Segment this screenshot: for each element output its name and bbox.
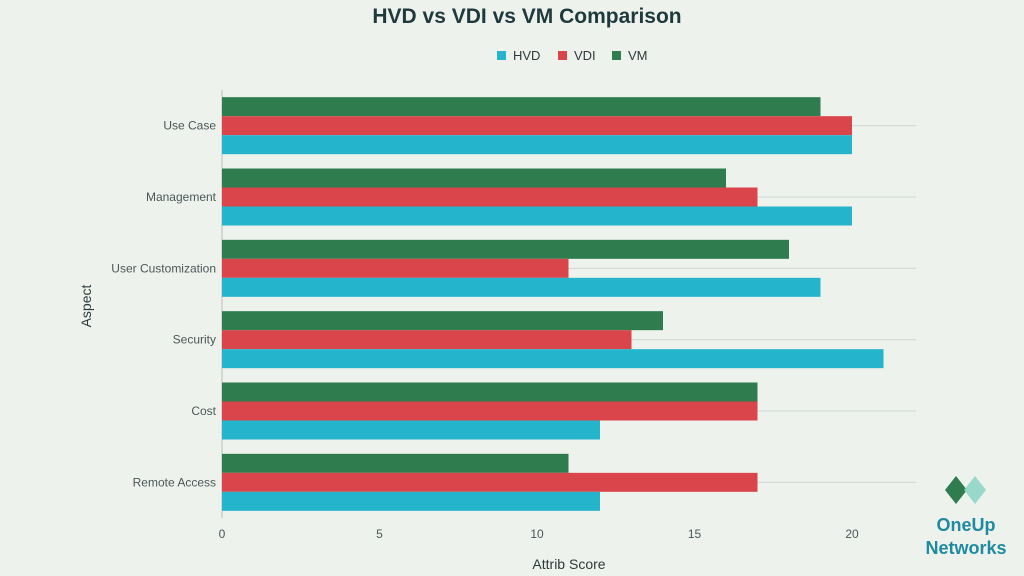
bar-vdi-remote-access [222,472,758,492]
y-tick-label: Use Case [163,119,216,133]
bar-hvd-use-case [222,135,852,155]
x-tick-label: 20 [845,527,859,541]
legend-label-vm: VM [628,48,648,63]
legend-swatch-hvd [497,51,506,60]
bar-vm-cost [222,382,758,402]
x-tick-label: 15 [688,527,702,541]
y-tick-label: Cost [191,404,216,418]
bar-vm-security [222,311,663,331]
bars [222,97,884,511]
bar-vdi-security [222,330,632,350]
chart-title: HVD vs VDI vs VM Comparison [372,5,681,28]
legend: HVD VDI VM [497,48,648,63]
y-tick-label: Remote Access [133,475,216,489]
y-tick-labels: Use Case Management User Customization Secu… [111,119,216,490]
bar-hvd-user-customization [222,277,821,297]
y-axis-title: Aspect [78,284,94,327]
bar-vdi-user-customization [222,258,569,278]
bar-vm-use-case [222,97,821,117]
bar-hvd-cost [222,420,600,440]
legend-swatch-vm [612,51,621,60]
brand-name-line2: Networks [925,538,1006,558]
bar-vm-management [222,168,726,188]
y-tick-label: User Customization [111,261,216,275]
x-tick-label: 0 [219,527,226,541]
diamond-logo-icon [945,476,986,504]
bar-hvd-security [222,349,884,369]
legend-label-hvd: HVD [513,48,540,63]
bar-vdi-management [222,187,758,207]
x-axis-title: Attrib Score [532,556,605,572]
x-tick-labels: 0 5 10 15 20 [219,527,859,541]
bar-hvd-remote-access [222,491,600,511]
x-tick-label: 10 [530,527,544,541]
bar-hvd-management [222,206,852,226]
y-tick-label: Security [173,333,216,347]
brand-name-line1: OneUp [936,515,995,535]
bar-vdi-use-case [222,116,852,136]
bar-vdi-cost [222,401,758,421]
bar-vm-remote-access [222,453,569,473]
x-tick-label: 5 [376,527,383,541]
gridlines [221,90,916,518]
legend-swatch-vdi [558,51,567,60]
bar-vm-user-customization [222,239,789,259]
y-tick-label: Management [146,190,217,204]
legend-label-vdi: VDI [574,48,596,63]
brand-logo: OneUp Networks [925,476,1007,558]
